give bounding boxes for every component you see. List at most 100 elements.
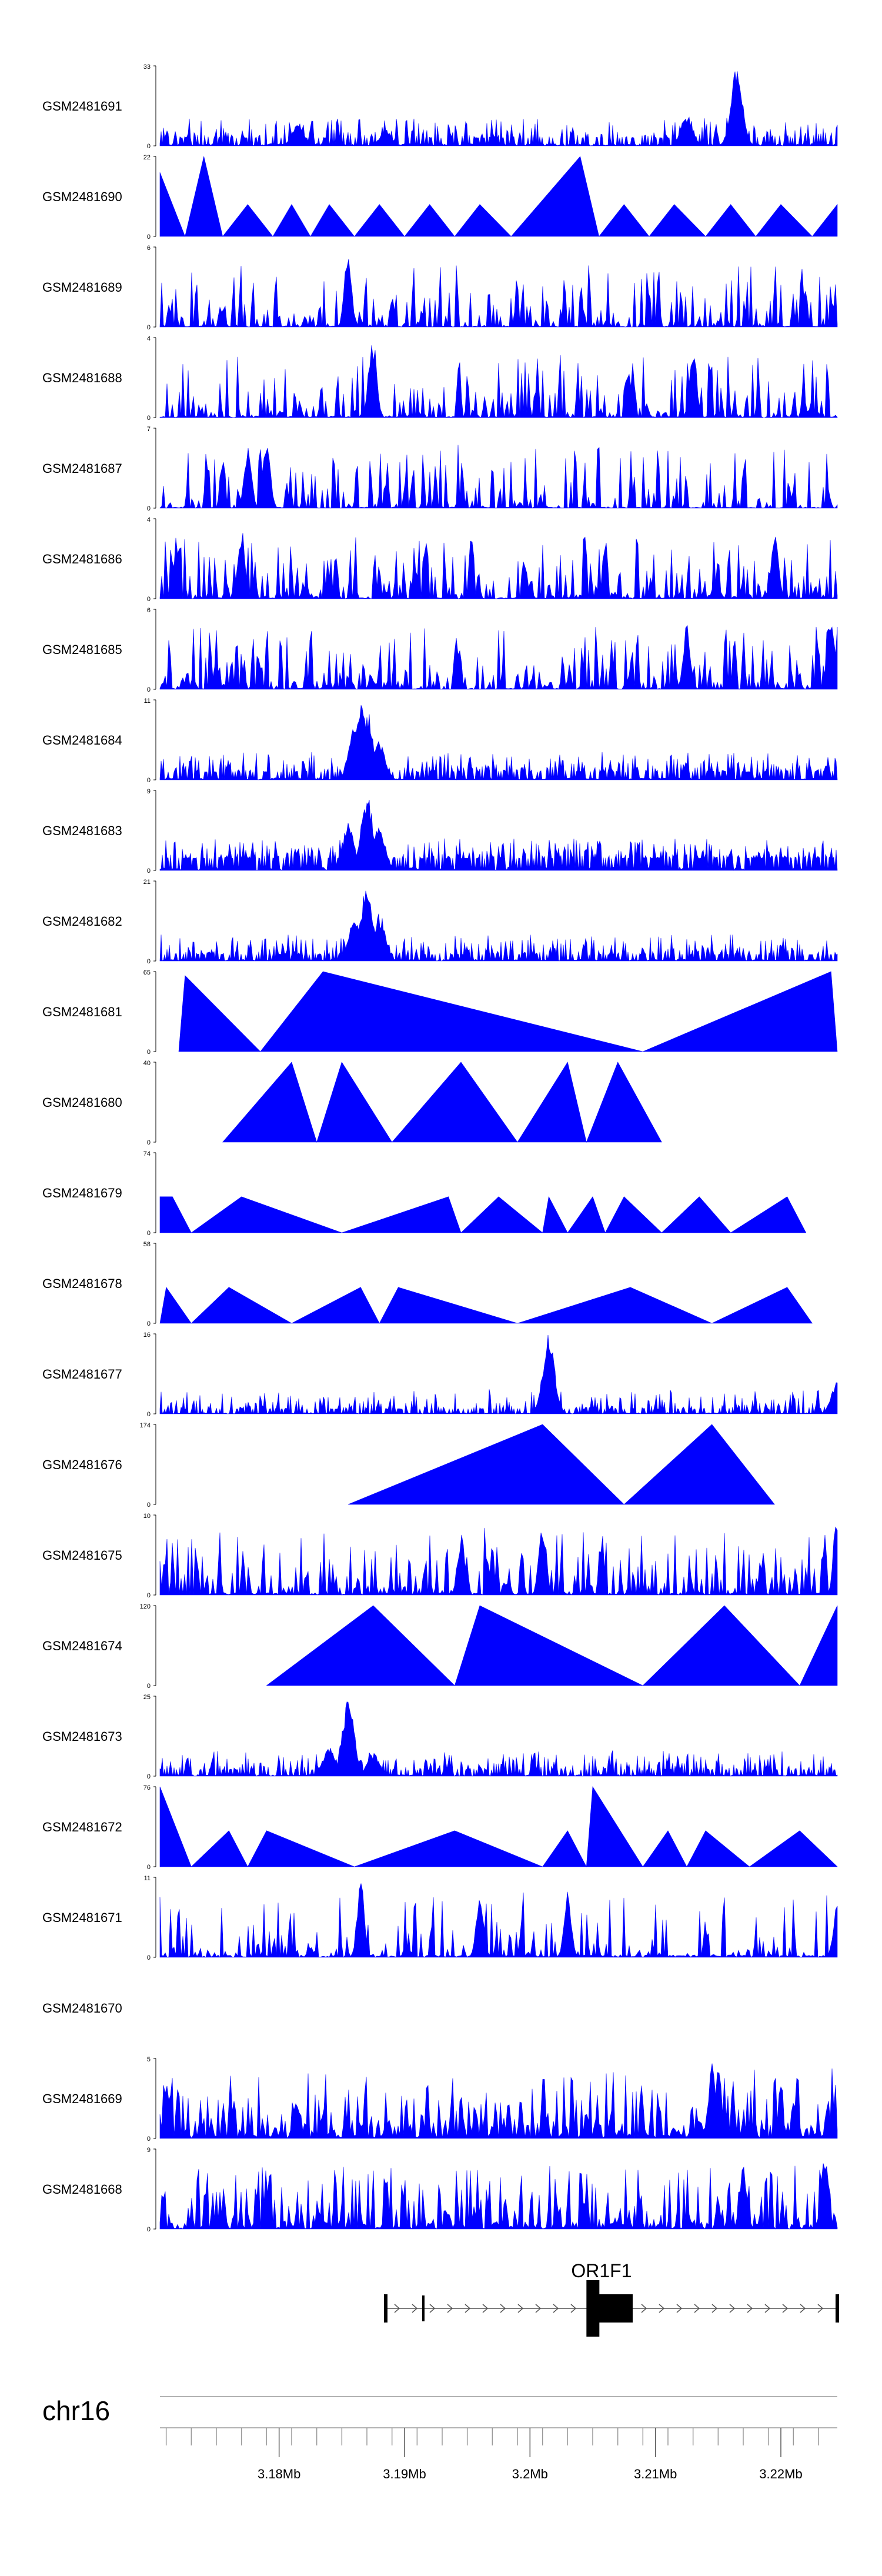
y-min-label: 0 [147, 1139, 151, 1146]
axis-tick-label: 3.22Mb [759, 2467, 802, 2481]
y-max-label: 74 [143, 1150, 151, 1157]
coverage-area [348, 1424, 775, 1505]
coverage-area [159, 1334, 838, 1414]
y-max-label: 9 [147, 788, 151, 795]
track-label: GSM2481670 [42, 2001, 122, 2016]
y-max-label: 11 [144, 698, 151, 705]
y-min-label: 0 [147, 1411, 151, 1418]
track-GSM2481685: GSM2481685 6 0 [42, 607, 838, 693]
y-max-label: 11 [144, 1875, 151, 1882]
track-label: GSM2481691 [42, 99, 122, 114]
y-max-label: 120 [140, 1603, 151, 1610]
track-label: GSM2481672 [42, 1820, 122, 1834]
gene-start-exon [384, 2294, 387, 2323]
track-GSM2481684: GSM2481684 11 0 [42, 698, 838, 784]
genome-axis: chr16 3.18Mb 3.19Mb 3.2Mb 3.21Mb 3.22Mb [42, 2395, 837, 2481]
strand-arrow [465, 2304, 471, 2313]
coverage-area [266, 1605, 838, 1686]
coverage-area [159, 1786, 838, 1868]
coverage-area [159, 445, 838, 509]
strand-arrow [764, 2304, 771, 2313]
strand-arrow [570, 2304, 577, 2313]
track-label: GSM2481681 [42, 1005, 122, 1019]
y-min-label: 0 [147, 2226, 151, 2233]
coverage-area [159, 1883, 838, 1958]
track-GSM2481683: GSM2481683 9 0 [42, 788, 838, 875]
y-min-label: 0 [147, 233, 151, 241]
coverage-area [222, 1062, 662, 1143]
track-GSM2481679: GSM2481679 74 0 [42, 1150, 807, 1237]
coverage-area [159, 2163, 838, 2230]
track-label: GSM2481688 [42, 371, 122, 385]
coverage-area [159, 2063, 838, 2139]
y-min-label: 0 [147, 505, 151, 512]
y-min-label: 0 [147, 1501, 151, 1509]
track-GSM2481690: GSM2481690 22 0 [42, 154, 838, 241]
track-GSM2481677: GSM2481677 16 0 [42, 1332, 838, 1418]
y-min-label: 0 [147, 958, 151, 965]
track-label: GSM2481675 [42, 1548, 122, 1563]
track-label: GSM2481683 [42, 823, 122, 838]
track-GSM2481676: GSM2481676 174 0 [42, 1422, 775, 1509]
gene-end-exon [836, 2294, 839, 2323]
y-max-label: 6 [147, 607, 151, 614]
strand-arrow [694, 2304, 700, 2313]
y-max-label: 6 [147, 245, 151, 252]
strand-arrow [747, 2304, 753, 2313]
coverage-area [159, 156, 838, 238]
coverage-area [159, 625, 838, 690]
strand-arrow [429, 2304, 436, 2313]
track-GSM2481672: GSM2481672 76 0 [42, 1784, 838, 1871]
y-max-label: 21 [143, 879, 151, 886]
chromosome-label: chr16 [42, 2395, 110, 2426]
track-GSM2481688: GSM2481688 4 0 [42, 335, 838, 422]
y-max-label: 76 [143, 1784, 151, 1791]
strand-arrow [517, 2304, 524, 2313]
strand-arrow [500, 2304, 506, 2313]
strand-arrow [659, 2304, 665, 2313]
y-max-label: 10 [143, 1513, 151, 1520]
y-max-label: 16 [143, 1332, 151, 1339]
y-min-label: 0 [147, 324, 151, 331]
track-label: GSM2481684 [42, 733, 122, 748]
coverage-area [159, 890, 838, 962]
coverage-area [159, 345, 838, 418]
track-GSM2481682: GSM2481682 21 0 [42, 879, 838, 965]
track-GSM2481691: GSM2481691 33 0 [42, 64, 838, 150]
strand-arrow [535, 2304, 542, 2313]
track-GSM2481686: GSM2481686 4 0 [42, 516, 838, 603]
strand-arrow [782, 2304, 789, 2313]
y-min-label: 0 [147, 686, 151, 693]
coverage-area [159, 71, 838, 146]
y-max-label: 5 [147, 2056, 151, 2063]
y-max-label: 40 [143, 1060, 151, 1067]
track-GSM2481678: GSM2481678 58 0 [42, 1241, 813, 1327]
y-min-label: 0 [147, 143, 151, 150]
coverage-tracks: GSM2481691330GSM2481690220GSM248168960GS… [42, 64, 838, 2233]
y-max-label: 22 [143, 154, 151, 161]
track-label: GSM2481674 [42, 1639, 122, 1653]
y-min-label: 0 [147, 1773, 151, 1780]
track-GSM2481680: GSM2481680 40 0 [42, 1060, 662, 1146]
track-GSM2481671: GSM2481671 11 0 [42, 1875, 838, 1961]
gene-annotation-track: OR1F1 [384, 2260, 839, 2337]
track-label: GSM2481671 [42, 1910, 122, 1925]
track-label: GSM2481676 [42, 1457, 122, 1472]
strand-arrow [447, 2304, 453, 2313]
track-GSM2481687: GSM2481687 7 0 [42, 426, 838, 512]
y-min-label: 0 [147, 596, 151, 603]
gene-coding-exon [586, 2280, 600, 2337]
track-label: GSM2481677 [42, 1367, 122, 1382]
track-GSM2481675: GSM2481675 10 0 [42, 1513, 838, 1599]
y-max-label: 7 [147, 426, 151, 433]
strand-arrow [729, 2304, 736, 2313]
y-max-label: 33 [143, 64, 151, 71]
track-label: GSM2481687 [42, 461, 122, 476]
y-min-label: 0 [147, 1230, 151, 1237]
strand-arrow [394, 2304, 400, 2313]
track-GSM2481673: GSM2481673 25 0 [42, 1694, 838, 1780]
track-GSM2481670: GSM2481670 [42, 2001, 122, 2016]
strand-arrow [800, 2304, 806, 2313]
y-max-label: 25 [143, 1694, 151, 1701]
y-min-label: 0 [147, 1954, 151, 1961]
